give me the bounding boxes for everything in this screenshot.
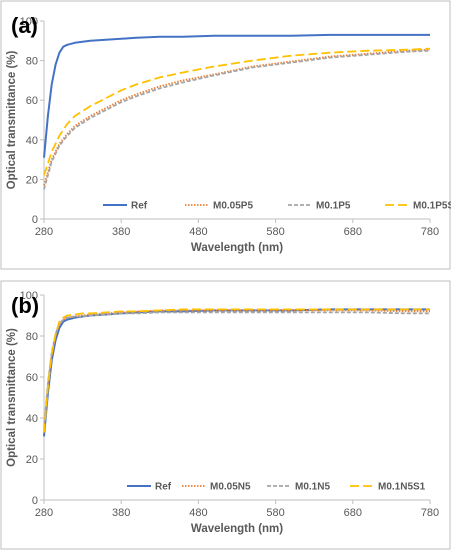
y-tick-label: 60 [26,95,38,107]
x-tick-label: 480 [189,507,207,519]
series-line-M0.05N5 [43,309,430,431]
y-tick-label: 20 [26,174,38,186]
legend-label-M0.1P5S1: M0.1P5S1 [413,201,451,212]
y-tick-label: 40 [26,413,38,425]
y-tick-label: 80 [26,331,38,343]
x-tick-label: 280 [35,507,53,519]
x-tick-label: 380 [112,507,130,519]
y-axis-title: Optical transmittance (%) [6,328,18,467]
x-tick-label: 280 [35,226,53,238]
y-axis-title: Optical transmittance (%) [6,50,18,189]
x-tick-label: 380 [112,226,130,238]
series-line-M0.1P5S1 [43,47,431,176]
y-tick-label: 20 [26,454,38,466]
series-line-M0.1P5 [43,49,431,190]
legend-label-M0.1N5S1: M0.1N5S1 [378,482,426,493]
panel-frame [0,280,451,550]
series-line-M0.1N5 [43,311,430,429]
x-tick-label: 780 [421,226,439,238]
panel-label: (a) [11,13,38,38]
y-tick-label: 40 [26,135,38,147]
legend-label-M0.05P5: M0.05P5 [213,201,253,212]
legend-label-M0.05N5: M0.05N5 [210,482,251,493]
x-tick-label: 780 [421,507,439,519]
x-tick-label: 580 [266,226,284,238]
y-tick-label: 60 [26,372,38,384]
chart-panel-a: 0 20 40 60 80 100 280 380 480 580 680 780 Wavelength… [0,0,451,270]
y-tick-label: 80 [26,56,38,68]
legend-label-M0.1N5: M0.1N5 [295,482,330,493]
x-tick-label: 580 [266,507,284,519]
x-axis-title: Wavelength (nm) [191,523,283,535]
legend-label-Ref: Ref [131,201,148,212]
x-axis-title: Wavelength (nm) [191,242,283,254]
y-tick-label: 0 [32,214,38,226]
series-line-M0.1N5S1 [43,308,430,433]
x-tick-label: 480 [189,226,207,238]
x-tick-label: 680 [344,507,362,519]
series-line-M0.05P5 [43,48,431,186]
y-tick-label: 0 [32,495,38,507]
panel-label: (b) [11,293,39,318]
legend-label-Ref: Ref [155,482,172,493]
y-tick-label: 100 [20,16,38,28]
panel-frame [0,0,451,270]
y-tick-label: 100 [20,290,38,302]
series-line-Ref [43,33,430,158]
legend-label-M0.1P5: M0.1P5 [316,201,351,212]
chart-panel-b: 0 20 40 60 80 100 280 380 480 580 680 780 Wavelength… [0,280,451,550]
x-tick-label: 680 [344,226,362,238]
